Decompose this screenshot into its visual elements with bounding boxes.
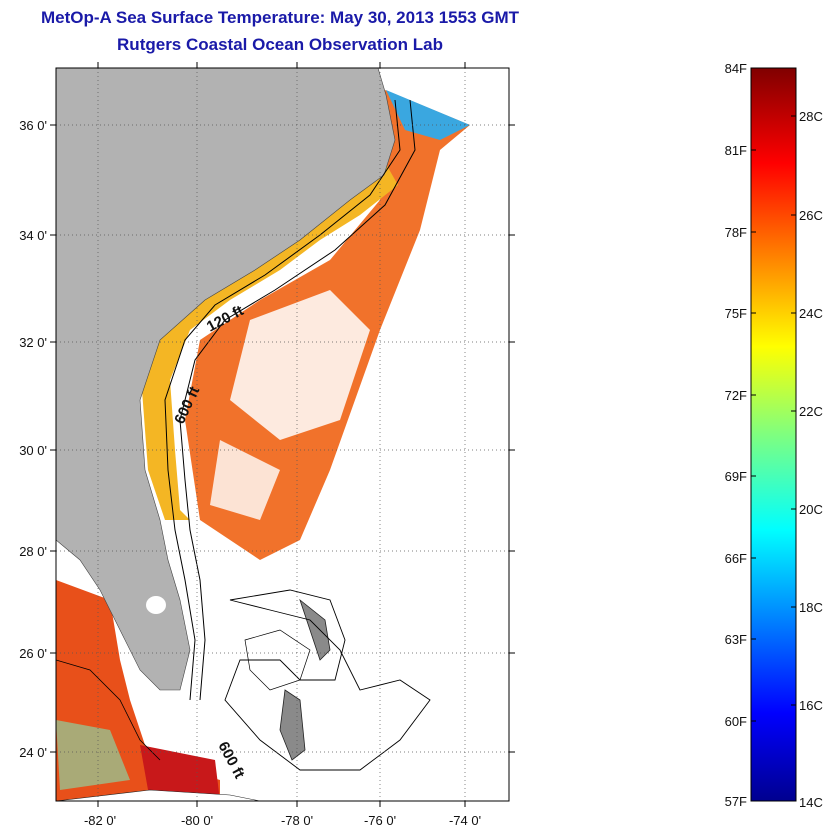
temperature-colorbar: 84F 81F 78F 75F 72F 69F 66F 63F 60F 57F … (725, 61, 823, 810)
colorbar-c-14: 14C (799, 795, 823, 810)
colorbar-c-22: 22C (799, 404, 823, 419)
colorbar-c-28: 28C (799, 109, 823, 124)
lon-label-82: -82 0' (84, 813, 116, 828)
lat-label-26: 26 0' (19, 646, 47, 661)
colorbar-f-84: 84F (725, 61, 747, 76)
sst-cold-patch (386, 90, 470, 140)
land-mainland (56, 68, 396, 691)
colorbar-f-69: 69F (725, 469, 747, 484)
sst-gulf-mixed (56, 720, 130, 790)
colorbar-f-78: 78F (725, 225, 747, 240)
colorbar-f-72: 72F (725, 388, 747, 403)
isobath-bahamas-inner (244, 629, 311, 691)
land-bahamas-andros (279, 689, 306, 761)
colorbar-f-57: 57F (725, 794, 747, 809)
colorbar-f-66: 66F (725, 551, 747, 566)
sst-florida-straits (140, 745, 220, 801)
isobath-gulf (56, 659, 161, 761)
isobath-600ft (179, 99, 416, 701)
lat-label-30: 30 0' (19, 443, 47, 458)
lat-label-32: 32 0' (19, 335, 47, 350)
colorbar-c-18: 18C (799, 600, 823, 615)
tick-marks (50, 62, 515, 807)
lon-label-76: -76 0' (364, 813, 396, 828)
isobath-bahamas (224, 589, 431, 771)
land-cuba (56, 789, 261, 801)
colorbar-c-16: 16C (799, 698, 823, 713)
cloud-gap (230, 290, 370, 440)
sst-nearshore-band (142, 150, 398, 520)
lat-label-24: 24 0' (19, 745, 47, 760)
colorbar-ticks (751, 115, 796, 722)
colorbar-gradient (750, 67, 797, 802)
lat-label-34: 34 0' (19, 228, 47, 243)
colorbar-f-75: 75F (725, 306, 747, 321)
cloud-gap (210, 440, 280, 520)
colorbar-c-24: 24C (799, 306, 823, 321)
map-title: MetOp-A Sea Surface Temperature: May 30,… (40, 8, 520, 27)
lon-label-74: -74 0' (449, 813, 481, 828)
map-frame (55, 67, 510, 802)
lat-label-28: 28 0' (19, 544, 47, 559)
isobath-120ft (164, 99, 401, 701)
colorbar-c-26: 26C (799, 208, 823, 223)
land-bahamas-abaco (299, 598, 331, 661)
colorbar-c-20: 20C (799, 502, 823, 517)
colorbar-f-81: 81F (725, 143, 747, 158)
sst-map: 120 ft 600 ft 600 ft (19, 62, 515, 828)
lon-label-78: -78 0' (281, 813, 313, 828)
colorbar-f-63: 63F (725, 632, 747, 647)
lake-okeechobee (146, 596, 166, 614)
colorbar-f-60: 60F (725, 714, 747, 729)
lon-label-80: -80 0' (181, 813, 213, 828)
map-subtitle: Rutgers Coastal Ocean Observation Lab (117, 35, 443, 54)
lat-label-36: 36 0' (19, 118, 47, 133)
